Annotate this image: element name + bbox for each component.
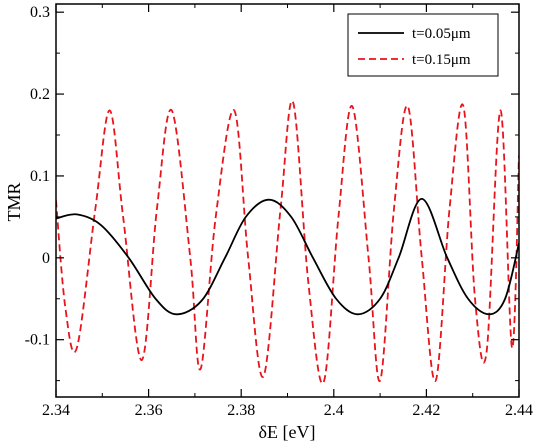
series-line-2 [56,99,519,385]
series-layer [56,99,519,385]
y-tick-label: -0.1 [25,332,50,349]
legend-label-series-1: t=0.05μm [412,26,471,42]
legend: t=0.05μm t=0.15μm [347,13,499,77]
series-line-1 [56,197,519,316]
y-axis-label: TMR [4,182,24,221]
x-tick-label: 2.44 [505,402,533,419]
x-tick-label: 2.42 [412,402,440,419]
ticks-layer: 2.34 2.36 2.38 2.4 2.42 2.44 -0.1 0 0.1 0.2 0.3 [25,4,533,419]
legend-label-series-2: t=0.15μm [412,52,471,68]
y-tick-label: 0.2 [30,86,50,103]
y-tick-label: 0.3 [30,4,50,21]
y-tick-label: 0 [42,250,50,267]
x-tick-label: 2.34 [42,402,70,419]
y-tick-label: 0.1 [30,168,50,185]
legend-box [347,13,499,77]
x-tick-label: 2.36 [135,402,163,419]
x-tick-label: 2.38 [227,402,255,419]
x-axis-label: δE [eV] [259,422,316,442]
x-tick-label: 2.4 [324,402,344,419]
